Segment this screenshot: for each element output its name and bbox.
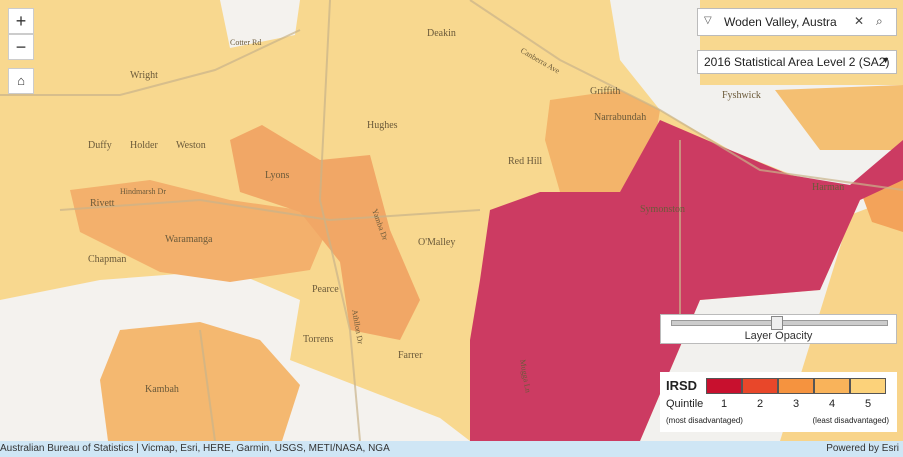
- legend-subtitle: Quintile: [666, 398, 704, 410]
- search-box[interactable]: ▽ Woden Valley, Austra ✕ ⌕: [697, 8, 897, 36]
- search-text: Woden Valley, Austra: [724, 15, 837, 29]
- legend-swatch: [778, 378, 814, 394]
- place-label: Fyshwick: [722, 90, 761, 101]
- legend: IRSD Quintile 1 2 3 4 5 (most disadvantaged)…: [660, 372, 897, 432]
- place-label: Symonston: [640, 204, 685, 215]
- legend-label: 4: [828, 398, 836, 410]
- opacity-handle[interactable]: [771, 316, 783, 330]
- place-label: Harman: [812, 182, 844, 193]
- legend-label: 2: [756, 398, 764, 410]
- legend-note: (most disadvantaged): [666, 416, 743, 425]
- legend-label: 1: [720, 398, 728, 410]
- legend-label: 3: [792, 398, 800, 410]
- region-q3: [230, 125, 420, 340]
- place-label: Pearce: [312, 284, 339, 295]
- legend-swatch: [814, 378, 850, 394]
- legend-label: 5: [864, 398, 872, 410]
- opacity-label: Layer Opacity: [744, 330, 813, 342]
- powered-by[interactable]: Powered by Esri: [826, 443, 899, 454]
- place-label: Holder: [130, 140, 158, 151]
- place-label: Griffith: [590, 86, 620, 97]
- roads: [0, 0, 903, 441]
- unshaded-area: [220, 0, 300, 48]
- legend-swatch: [850, 378, 886, 394]
- region-q4: [775, 85, 903, 150]
- place-label: Kambah: [145, 384, 179, 395]
- place-label: Wright: [130, 70, 158, 81]
- clear-button[interactable]: ✕: [854, 14, 865, 28]
- place-label: Narrabundah: [594, 112, 646, 123]
- place-label: Chapman: [88, 254, 126, 265]
- legend-swatch: [742, 378, 778, 394]
- legend-note: (least disadvantaged): [812, 416, 890, 425]
- search-button[interactable]: ⌕: [876, 14, 883, 28]
- home-button[interactable]: ⌂: [8, 68, 34, 94]
- legend-title: IRSD: [666, 378, 698, 393]
- place-label: Farrer: [398, 350, 423, 361]
- place-label: Duffy: [88, 140, 112, 151]
- place-label: O'Malley: [418, 237, 455, 248]
- opacity-control: Layer Opacity: [660, 314, 897, 344]
- place-label: Weston: [176, 140, 206, 151]
- region-q4: [100, 322, 300, 441]
- place-label: Lyons: [265, 170, 290, 181]
- place-label: Deakin: [427, 28, 456, 39]
- dropdown-text: 2016 Statistical Area Level 2 (SA2): [704, 55, 890, 69]
- attribution-bar: Australian Bureau of Statistics | Vicmap…: [0, 441, 903, 457]
- place-label: Rivett: [90, 198, 115, 209]
- place-label: Hughes: [367, 120, 398, 131]
- zoom-out-button[interactable]: −: [8, 34, 34, 60]
- layer-dropdown[interactable]: 2016 Statistical Area Level 2 (SA2) ▼: [697, 50, 897, 74]
- place-labels: Wright Duffy Holder Weston Rivett Chapma…: [88, 28, 844, 395]
- place-label: Waramanga: [165, 234, 213, 245]
- road-label: Hindmarsh Dr: [120, 187, 166, 196]
- attribution: Australian Bureau of Statistics | Vicmap…: [0, 443, 390, 454]
- place-label: Red Hill: [508, 156, 542, 167]
- region-q4: [545, 90, 660, 192]
- region-q1: [470, 120, 903, 441]
- road-label: Cotter Rd: [230, 38, 261, 47]
- zoom-in-button[interactable]: +: [8, 8, 34, 34]
- place-label: Torrens: [303, 334, 334, 345]
- legend-swatch: [706, 378, 742, 394]
